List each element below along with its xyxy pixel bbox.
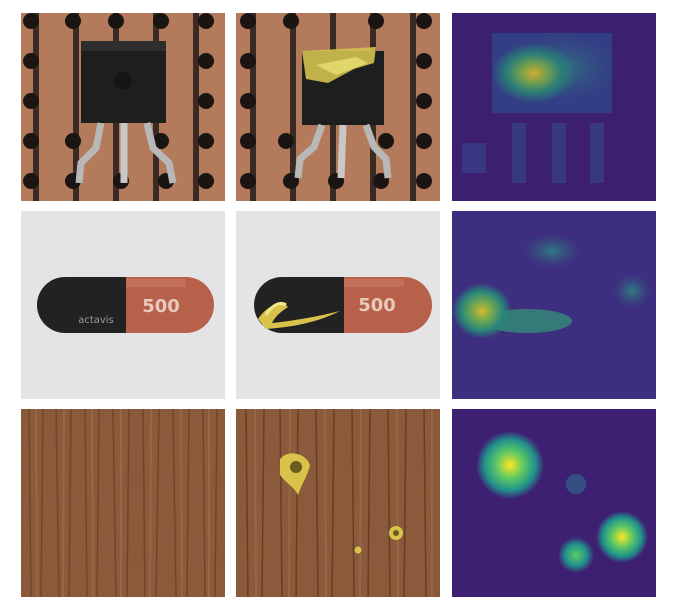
capsule-number-text: 500 <box>142 296 180 317</box>
capsule-number-text-defect: 500 <box>358 295 396 316</box>
transistor-heatmap <box>452 13 656 201</box>
capsule-heatmap <box>452 211 656 399</box>
transistor-normal-image <box>21 13 225 201</box>
capsule-anomalous-image: 500 <box>236 211 440 399</box>
capsule-normal-image: 500 actavis <box>21 211 225 399</box>
wood-heatmap <box>452 409 656 597</box>
wood-anomalous-image <box>236 409 440 597</box>
wood-normal-image <box>21 409 225 597</box>
transistor-anomalous-image <box>236 13 440 201</box>
capsule-brand-text: actavis <box>78 315 114 326</box>
